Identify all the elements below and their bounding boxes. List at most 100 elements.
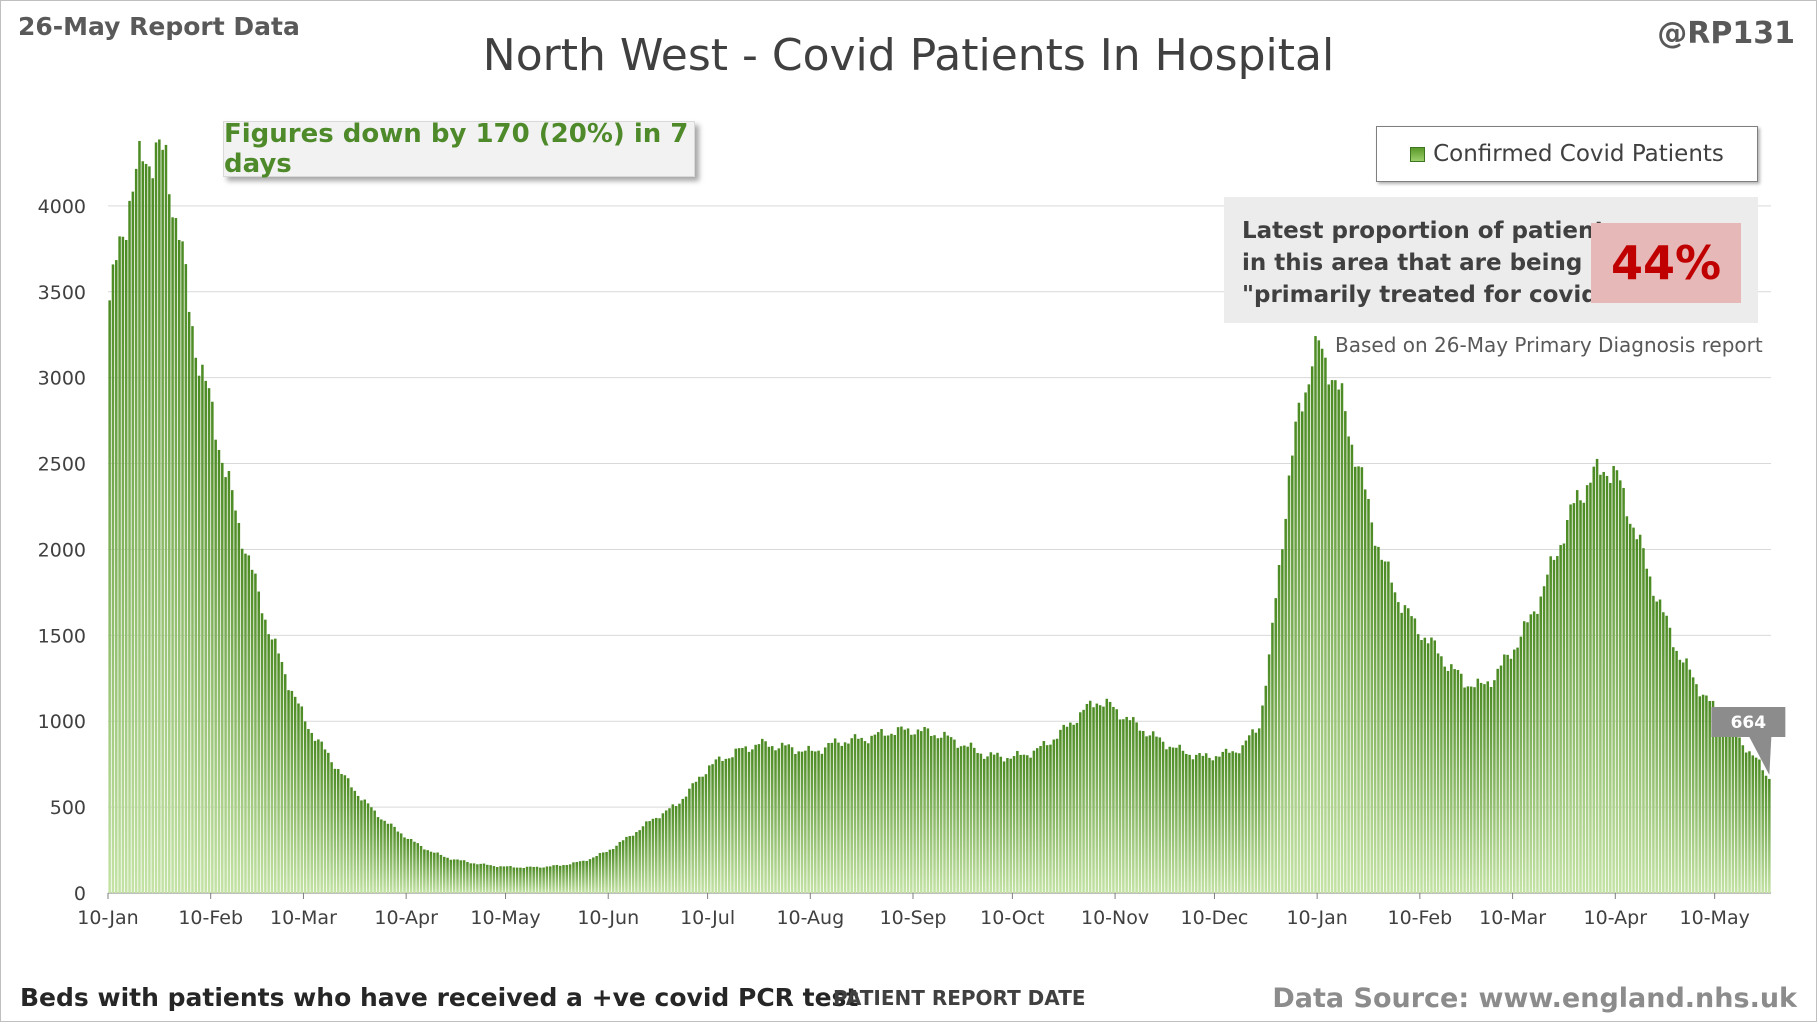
bar bbox=[423, 849, 426, 893]
chart-title: North West - Covid Patients In Hospital bbox=[482, 30, 1335, 81]
bar bbox=[1536, 613, 1539, 893]
bar bbox=[1247, 735, 1251, 893]
bar bbox=[1201, 755, 1205, 893]
bar bbox=[267, 634, 270, 893]
bar bbox=[787, 744, 791, 893]
bar bbox=[704, 774, 708, 893]
bar bbox=[476, 864, 479, 893]
bar bbox=[1297, 402, 1301, 893]
bar bbox=[853, 734, 857, 893]
bar bbox=[1552, 559, 1556, 893]
bar bbox=[293, 696, 297, 893]
bar bbox=[794, 753, 797, 893]
bar bbox=[814, 751, 817, 893]
bar bbox=[227, 471, 231, 893]
bar bbox=[1648, 576, 1652, 893]
bar bbox=[486, 864, 489, 893]
bar bbox=[370, 807, 373, 893]
bar bbox=[250, 569, 254, 893]
bar bbox=[1672, 647, 1675, 893]
bar bbox=[141, 161, 145, 893]
bar bbox=[976, 752, 979, 893]
bar bbox=[641, 826, 645, 893]
bar bbox=[1430, 637, 1433, 893]
bar bbox=[717, 756, 721, 893]
bar bbox=[1032, 750, 1036, 893]
bar bbox=[1059, 729, 1062, 893]
bar bbox=[572, 862, 575, 893]
bar bbox=[1744, 752, 1748, 893]
bar bbox=[850, 738, 853, 893]
bar bbox=[1377, 546, 1380, 893]
bar bbox=[827, 742, 830, 893]
bar bbox=[615, 845, 618, 893]
bar bbox=[1728, 726, 1731, 893]
bar bbox=[548, 866, 552, 893]
bar bbox=[1403, 605, 1407, 893]
bar bbox=[1741, 745, 1745, 893]
bar bbox=[396, 831, 400, 893]
bar bbox=[751, 749, 754, 893]
bar bbox=[1049, 744, 1052, 893]
bar bbox=[1410, 616, 1413, 893]
chart-legend: Confirmed Covid Patients bbox=[1376, 126, 1758, 182]
bar bbox=[1185, 753, 1188, 893]
bar bbox=[1271, 622, 1274, 893]
bar bbox=[1400, 612, 1403, 893]
bar bbox=[519, 867, 522, 893]
x-tick-label: 10-Jan bbox=[1286, 907, 1347, 929]
bar bbox=[121, 236, 125, 893]
y-tick-label: 2500 bbox=[38, 454, 86, 476]
bar bbox=[1191, 759, 1195, 893]
x-tick-label: 10-Jul bbox=[680, 907, 735, 929]
bar bbox=[774, 750, 777, 893]
bar bbox=[1599, 474, 1602, 893]
bar bbox=[479, 863, 482, 893]
bar bbox=[300, 706, 304, 893]
bar bbox=[906, 728, 910, 893]
bar bbox=[1383, 561, 1387, 893]
bar bbox=[926, 728, 930, 893]
bar bbox=[201, 364, 204, 894]
x-tick-label: 10-May bbox=[1680, 907, 1750, 929]
bar bbox=[1562, 543, 1566, 893]
bar bbox=[1655, 601, 1658, 893]
bar bbox=[992, 754, 996, 893]
bar bbox=[1489, 686, 1493, 893]
bar bbox=[356, 795, 360, 893]
bar bbox=[588, 859, 592, 893]
bar bbox=[539, 867, 542, 893]
bar bbox=[1579, 500, 1582, 893]
bar bbox=[174, 218, 178, 893]
bar bbox=[1105, 698, 1109, 893]
proportion-text-line2: in this area that are being bbox=[1242, 250, 1583, 276]
bar bbox=[1287, 475, 1291, 893]
bar bbox=[522, 867, 526, 893]
bar bbox=[1748, 751, 1751, 893]
bar bbox=[1155, 736, 1158, 893]
bar bbox=[1188, 754, 1191, 893]
author-handle: @RP131 bbox=[1657, 16, 1795, 51]
bar bbox=[1161, 741, 1165, 893]
bar bbox=[1509, 658, 1513, 893]
bar bbox=[674, 806, 678, 893]
bar bbox=[124, 239, 128, 894]
proportion-text: Latest proportion of patients in this ar… bbox=[1242, 215, 1619, 311]
bar bbox=[1039, 746, 1042, 893]
bar-series bbox=[108, 139, 1771, 894]
bar bbox=[1393, 592, 1397, 893]
bar bbox=[492, 866, 496, 893]
bar bbox=[1029, 757, 1032, 893]
bar bbox=[969, 742, 973, 893]
bar bbox=[1128, 720, 1132, 893]
bar bbox=[996, 752, 999, 893]
bar bbox=[1148, 735, 1152, 893]
bar bbox=[552, 865, 555, 893]
bar bbox=[929, 735, 933, 893]
bar bbox=[353, 790, 357, 893]
bar bbox=[711, 764, 714, 893]
bar bbox=[555, 864, 559, 893]
latest-value-bubble: 664 bbox=[1711, 706, 1786, 775]
bar bbox=[1141, 730, 1145, 893]
bar bbox=[1768, 778, 1771, 893]
